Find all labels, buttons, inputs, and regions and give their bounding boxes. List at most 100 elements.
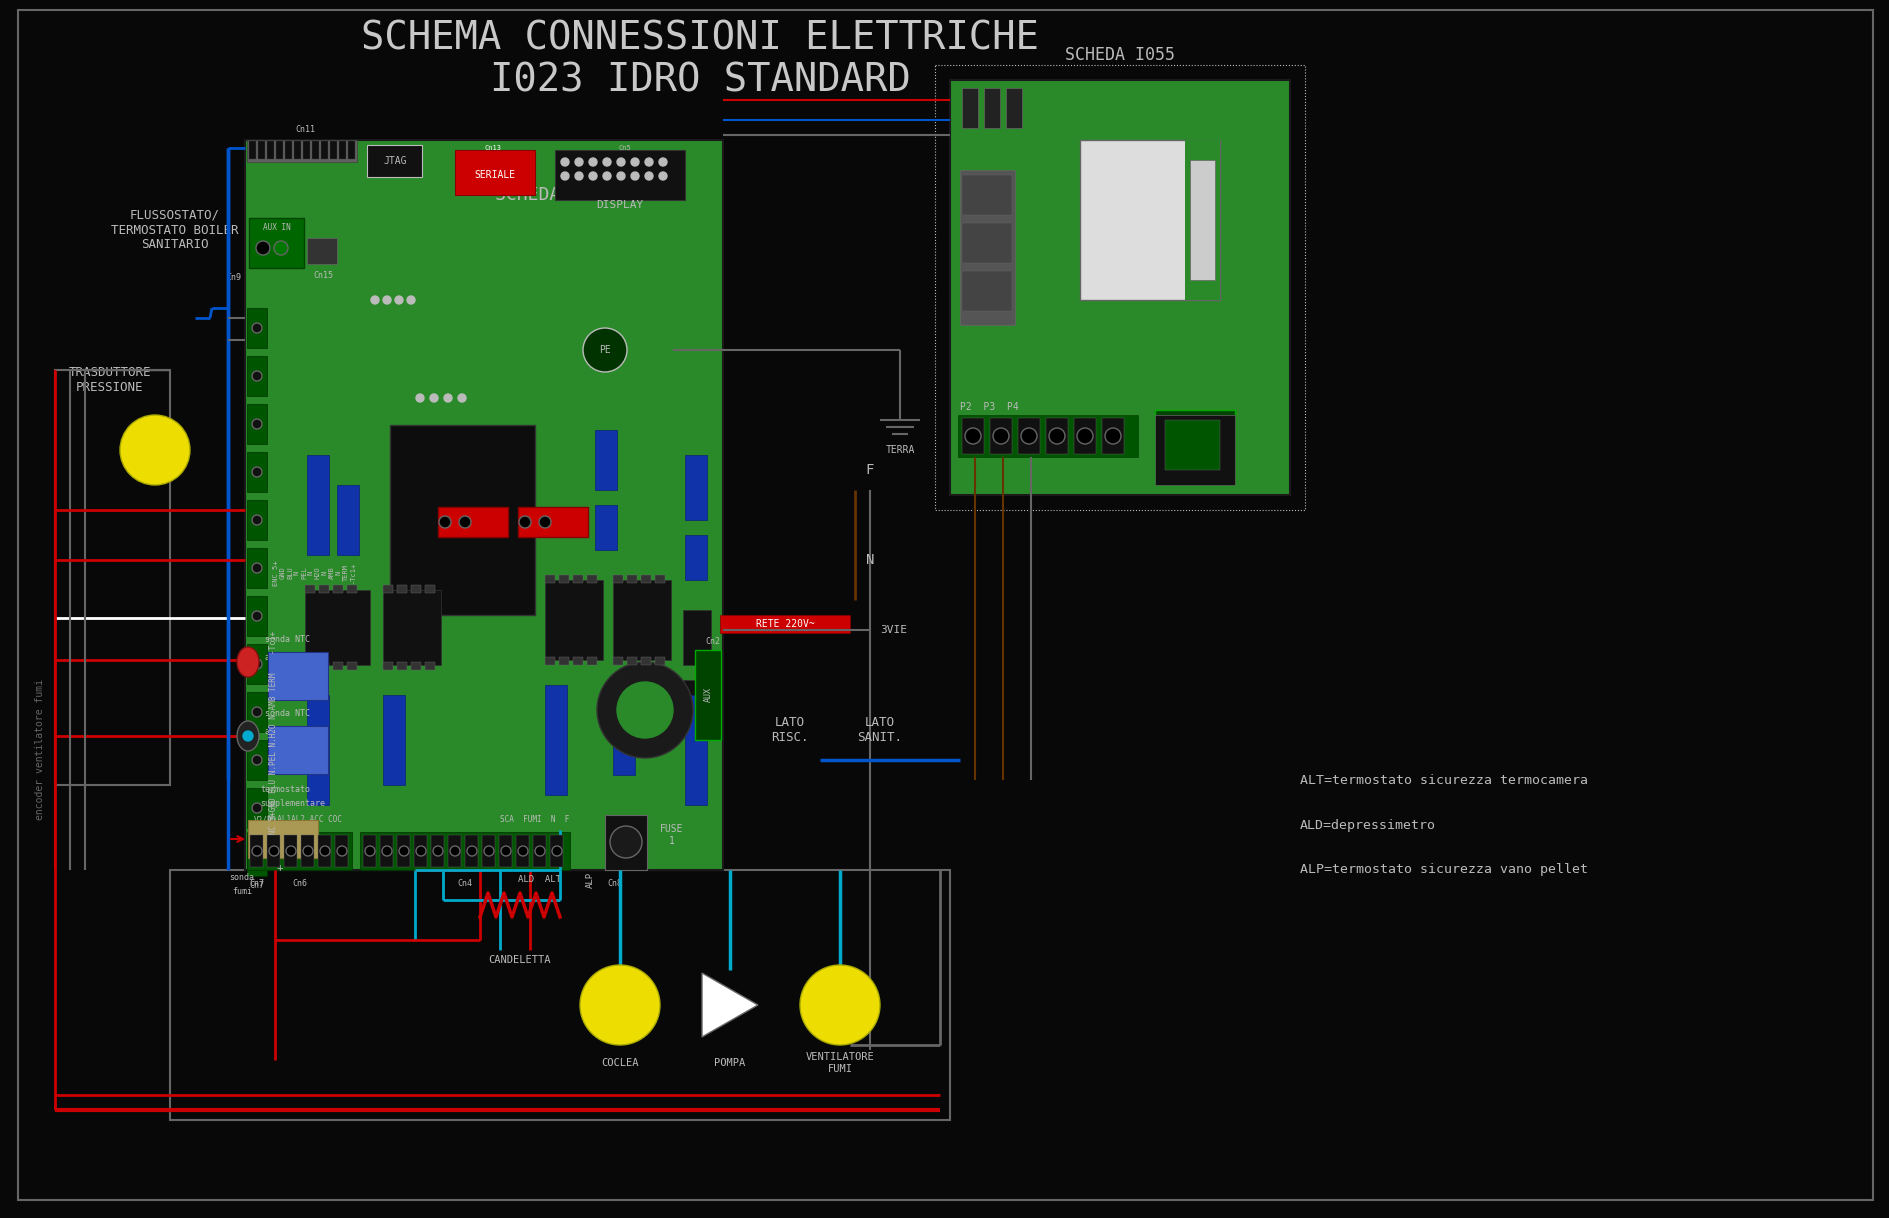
Bar bbox=[1154, 410, 1235, 485]
Circle shape bbox=[399, 847, 410, 856]
Bar bbox=[304, 663, 315, 670]
Bar bbox=[414, 836, 427, 867]
Bar bbox=[550, 836, 563, 867]
Bar bbox=[695, 650, 722, 741]
Bar bbox=[389, 425, 535, 615]
Bar bbox=[960, 171, 1014, 325]
Bar bbox=[283, 836, 297, 867]
Bar bbox=[247, 692, 266, 732]
Circle shape bbox=[484, 847, 495, 856]
Bar bbox=[276, 141, 283, 160]
Bar bbox=[247, 548, 266, 588]
Bar bbox=[438, 507, 508, 537]
Text: DISPLAY: DISPLAY bbox=[597, 200, 644, 209]
Circle shape bbox=[251, 419, 263, 429]
Bar bbox=[247, 404, 266, 445]
Bar bbox=[383, 663, 393, 670]
Circle shape bbox=[574, 172, 584, 180]
Bar bbox=[1184, 140, 1220, 300]
Bar bbox=[397, 836, 410, 867]
Circle shape bbox=[251, 803, 263, 812]
Bar bbox=[319, 585, 329, 593]
Bar bbox=[587, 657, 597, 665]
Text: VENTILATORE
FUMI: VENTILATORE FUMI bbox=[805, 1052, 875, 1074]
Circle shape bbox=[631, 158, 638, 166]
Text: Cn7: Cn7 bbox=[249, 879, 264, 888]
Bar bbox=[266, 141, 274, 160]
Bar bbox=[332, 663, 344, 670]
Bar bbox=[655, 575, 665, 583]
Circle shape bbox=[416, 393, 423, 402]
Text: Cn11: Cn11 bbox=[295, 125, 315, 134]
Bar bbox=[247, 308, 266, 348]
Bar bbox=[247, 820, 317, 857]
Circle shape bbox=[659, 172, 667, 180]
Text: ALD=depressimetro: ALD=depressimetro bbox=[1300, 818, 1436, 832]
Text: PE: PE bbox=[599, 345, 610, 354]
Circle shape bbox=[244, 731, 253, 741]
Bar bbox=[1007, 88, 1022, 128]
Bar bbox=[334, 836, 348, 867]
Text: LATO
SANIT.: LATO SANIT. bbox=[858, 716, 903, 744]
Bar bbox=[499, 836, 512, 867]
Bar bbox=[247, 140, 357, 162]
Circle shape bbox=[365, 847, 376, 856]
Circle shape bbox=[274, 241, 287, 255]
Bar bbox=[962, 418, 984, 454]
Circle shape bbox=[644, 172, 654, 180]
Bar bbox=[268, 726, 329, 773]
Circle shape bbox=[994, 428, 1009, 445]
Bar bbox=[533, 836, 546, 867]
Bar bbox=[1075, 418, 1096, 454]
Ellipse shape bbox=[236, 647, 259, 677]
Circle shape bbox=[603, 172, 610, 180]
Bar bbox=[308, 238, 336, 264]
Bar bbox=[247, 741, 266, 780]
Text: 3VIE: 3VIE bbox=[880, 625, 907, 635]
Circle shape bbox=[580, 965, 659, 1045]
Text: AUX: AUX bbox=[703, 687, 712, 703]
Text: SERIALE: SERIALE bbox=[474, 171, 516, 180]
Circle shape bbox=[618, 682, 672, 738]
Circle shape bbox=[457, 393, 467, 402]
Bar bbox=[249, 218, 304, 268]
Bar bbox=[425, 585, 434, 593]
Circle shape bbox=[597, 663, 693, 758]
Text: SCHEMA CONNESSIONI ELETTRICHE: SCHEMA CONNESSIONI ELETTRICHE bbox=[361, 19, 1039, 57]
Text: JTAG: JTAG bbox=[383, 156, 406, 166]
Text: COCLEA: COCLEA bbox=[601, 1058, 638, 1068]
Circle shape bbox=[251, 466, 263, 477]
Text: ALT=termostato sicurezza termocamera: ALT=termostato sicurezza termocamera bbox=[1300, 773, 1589, 787]
Text: P2  P3  P4: P2 P3 P4 bbox=[960, 402, 1018, 412]
Text: Cn7: Cn7 bbox=[249, 882, 264, 890]
Circle shape bbox=[251, 659, 263, 669]
Circle shape bbox=[467, 847, 478, 856]
Text: encoder ventilatore fumi: encoder ventilatore fumi bbox=[36, 680, 45, 821]
Text: SCA  FUMI  N  F: SCA FUMI N F bbox=[501, 816, 570, 825]
Bar bbox=[465, 836, 478, 867]
Circle shape bbox=[1077, 428, 1094, 445]
Bar bbox=[348, 585, 357, 593]
Bar bbox=[366, 145, 421, 177]
Bar bbox=[962, 88, 979, 128]
Text: SCHEDA I055: SCHEDA I055 bbox=[1065, 46, 1175, 65]
Bar bbox=[1166, 420, 1220, 470]
Bar bbox=[1018, 418, 1041, 454]
Bar bbox=[397, 663, 406, 670]
Bar bbox=[259, 141, 264, 160]
Circle shape bbox=[644, 158, 654, 166]
Bar bbox=[950, 80, 1290, 495]
Text: sonda: sonda bbox=[229, 873, 255, 883]
Circle shape bbox=[268, 847, 280, 856]
Bar bbox=[312, 141, 319, 160]
Text: fumi: fumi bbox=[232, 888, 251, 896]
Circle shape bbox=[574, 158, 584, 166]
Text: SCHEDA I023: SCHEDA I023 bbox=[495, 186, 614, 203]
Bar bbox=[627, 575, 637, 583]
Circle shape bbox=[552, 847, 563, 856]
Text: Cn13: Cn13 bbox=[484, 145, 501, 151]
Circle shape bbox=[459, 516, 470, 527]
Bar bbox=[268, 652, 329, 700]
Bar bbox=[958, 415, 1137, 457]
Bar bbox=[604, 815, 648, 870]
